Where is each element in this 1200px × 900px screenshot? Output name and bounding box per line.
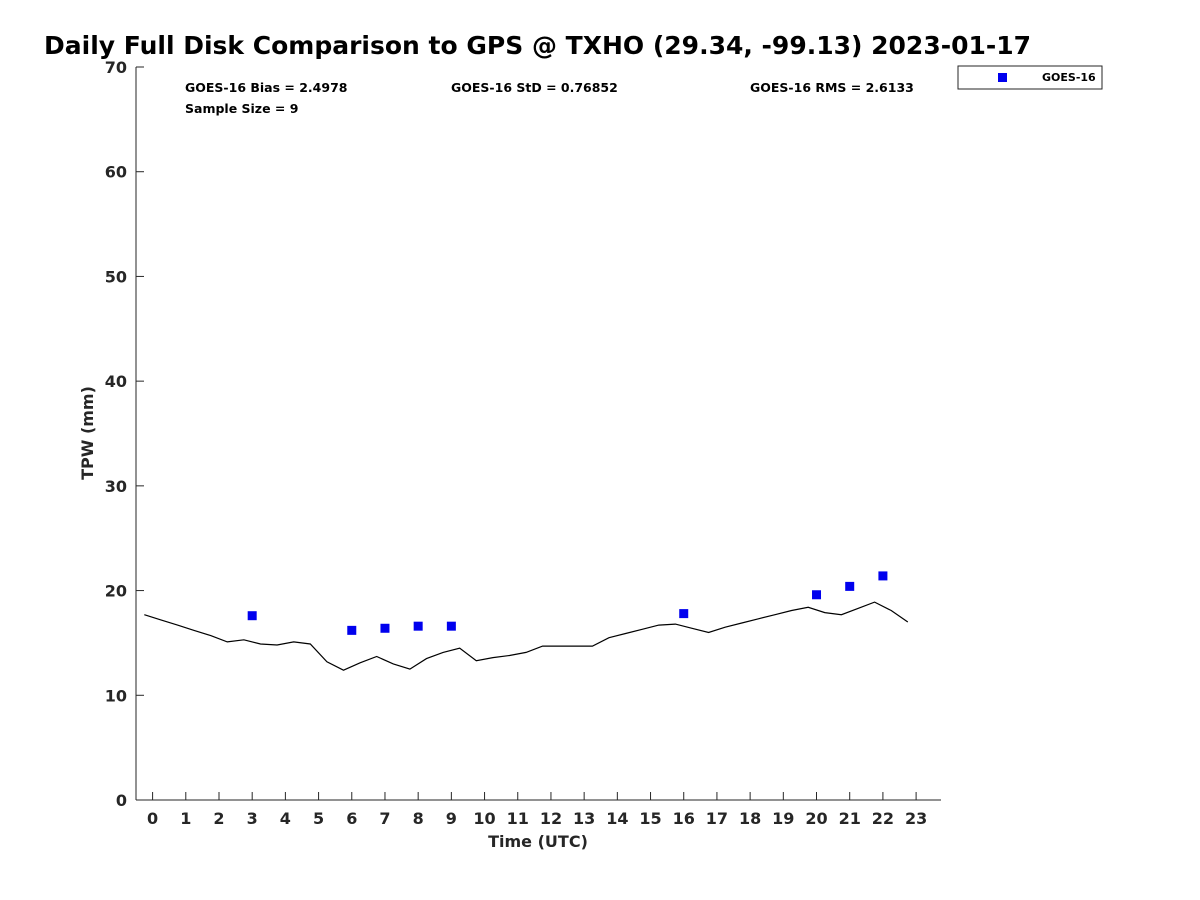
x-tick-label: 18 — [739, 809, 761, 828]
gps-tpw-line — [144, 601, 909, 671]
x-tick-label: 21 — [839, 809, 861, 828]
goes16-marker — [878, 571, 888, 581]
bias-annotation: GOES-16 Bias = 2.4978 — [185, 80, 347, 95]
series-lines — [144, 601, 909, 671]
y-tick-label: 40 — [105, 372, 127, 391]
x-tick-label: 8 — [413, 809, 424, 828]
y-tick-label: 0 — [116, 791, 127, 810]
y-tick-label: 30 — [105, 477, 127, 496]
x-tick-label: 0 — [147, 809, 158, 828]
x-tick-label: 15 — [639, 809, 661, 828]
goes16-marker — [812, 590, 822, 600]
x-tick-label: 3 — [247, 809, 258, 828]
x-tick-label: 20 — [805, 809, 827, 828]
x-tick-label: 16 — [673, 809, 695, 828]
legend-label-goes16: GOES-16 — [1042, 71, 1096, 84]
goes16-marker — [247, 611, 257, 621]
axes-background — [136, 67, 941, 800]
y-tick-label: 10 — [105, 686, 127, 705]
goes16-marker — [446, 621, 456, 631]
goes16-marker — [347, 625, 357, 635]
goes16-marker — [380, 623, 390, 633]
x-ticks: 0 1 2 3 4 5 6 7 8 9 10 11 12 13 14 15 16 17 18 19 20 21 22 23 — [147, 792, 927, 828]
y-tick-label: 20 — [105, 582, 127, 601]
series-markers — [247, 571, 888, 635]
x-tick-label: 11 — [507, 809, 529, 828]
x-tick-label: 2 — [213, 809, 224, 828]
x-tick-label: 10 — [473, 809, 495, 828]
x-tick-label: 14 — [606, 809, 628, 828]
x-tick-label: 22 — [872, 809, 894, 828]
y-tick-label: 60 — [105, 163, 127, 182]
legend-box — [957, 65, 1103, 90]
x-tick-label: 4 — [280, 809, 291, 828]
y-ticks: 0 10 20 30 40 50 60 70 — [105, 58, 144, 810]
goes16-marker — [845, 581, 855, 591]
y-tick-label: 70 — [105, 58, 127, 77]
x-tick-label: 5 — [313, 809, 324, 828]
rms-annotation: GOES-16 RMS = 2.6133 — [750, 80, 914, 95]
x-tick-label: 7 — [379, 809, 390, 828]
x-axis-label: Time (UTC) — [488, 832, 588, 851]
stats-annotations: GOES-16 Bias = 2.4978 GOES-16 StD = 0.76… — [185, 80, 914, 116]
x-tick-label: 12 — [540, 809, 562, 828]
goes16-marker — [679, 609, 689, 619]
legend-marker-goes16 — [998, 73, 1007, 82]
x-tick-label: 23 — [905, 809, 927, 828]
y-axis-label: TPW (mm) — [78, 386, 97, 480]
chart-title: Daily Full Disk Comparison to GPS @ TXHO… — [44, 31, 1031, 60]
x-tick-label: 1 — [180, 809, 191, 828]
x-tick-label: 19 — [772, 809, 794, 828]
x-tick-label: 17 — [706, 809, 728, 828]
legend: GOES-16 — [957, 65, 1103, 90]
x-tick-label: 9 — [446, 809, 457, 828]
y-tick-label: 50 — [105, 267, 127, 286]
goes16-marker — [413, 621, 423, 631]
sample-size-annotation: Sample Size = 9 — [185, 101, 298, 116]
x-tick-label: 13 — [573, 809, 595, 828]
std-annotation: GOES-16 StD = 0.76852 — [451, 80, 618, 95]
x-tick-label: 6 — [346, 809, 357, 828]
